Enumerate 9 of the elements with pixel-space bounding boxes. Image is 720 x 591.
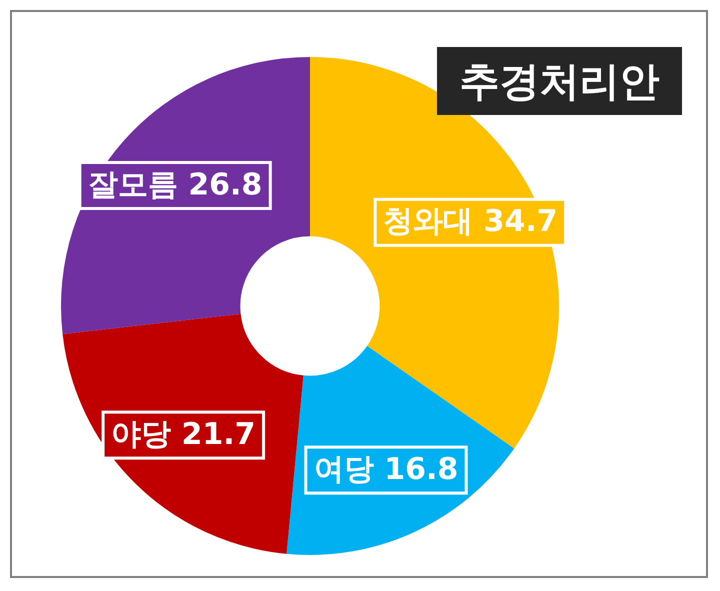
slice-label: 여당 <box>314 452 384 487</box>
slice-label: 청와대 <box>383 204 484 240</box>
slice-label: 야당 <box>111 416 182 452</box>
data-label: 34.7 <box>484 204 558 240</box>
chart-title: 추경처리안 <box>437 47 682 115</box>
data-label: 26.8 <box>188 167 262 202</box>
data-label: 16.8 <box>384 452 458 487</box>
data-label: 21.7 <box>182 416 256 452</box>
slice-label: 잘모름 <box>88 167 188 202</box>
